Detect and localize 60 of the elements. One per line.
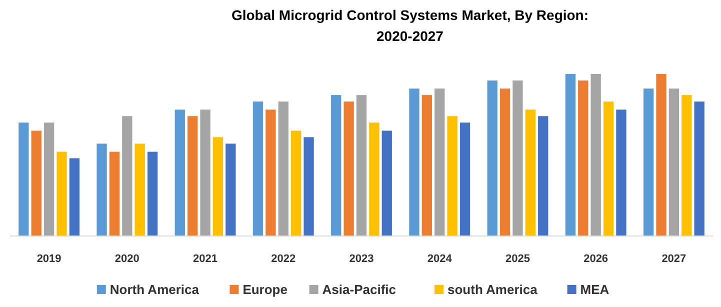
bar (422, 95, 432, 236)
bar (525, 110, 536, 236)
legend-label: Asia-Pacific (322, 282, 396, 297)
bar (382, 130, 392, 236)
bar (578, 80, 588, 236)
x-tick-label: 2025 (505, 253, 530, 265)
bar (200, 110, 210, 236)
legend-label: south America (448, 282, 538, 297)
chart-title: Global Microgrid Control Systems Market, By Region: 2020-2027 (231, 7, 589, 44)
bar (304, 137, 314, 236)
bar (356, 95, 367, 236)
bar (188, 116, 198, 236)
bar (122, 116, 132, 236)
legend-label: MEA (580, 282, 610, 297)
bar (291, 130, 302, 236)
bar (369, 122, 380, 236)
bar (331, 95, 342, 236)
bar (590, 74, 601, 236)
bar (409, 88, 420, 236)
bar (603, 102, 614, 236)
bar (18, 122, 29, 236)
bar (447, 116, 458, 236)
bar (694, 102, 704, 236)
bar (344, 102, 354, 236)
x-tick-label: 2027 (662, 253, 686, 265)
bar (109, 152, 120, 236)
bar (174, 110, 185, 236)
bar (226, 144, 236, 236)
bar (69, 158, 80, 236)
bar (616, 110, 626, 236)
bar (643, 88, 654, 236)
x-tick-label: 2026 (584, 253, 608, 265)
bar (278, 102, 288, 236)
bar (56, 152, 67, 236)
legend-label: Europe (242, 282, 288, 297)
bar (538, 116, 548, 236)
x-tick-label: 2022 (271, 253, 296, 265)
bar (252, 102, 264, 236)
bar (96, 144, 107, 236)
x-tick-label: 2023 (349, 253, 374, 265)
bar (487, 80, 498, 236)
bar (44, 122, 54, 236)
bar (656, 74, 666, 236)
x-tick-label: 2020 (114, 253, 140, 265)
x-tick-label: 2021 (193, 253, 218, 265)
bar (682, 95, 692, 236)
bar (212, 137, 224, 236)
bar (512, 80, 523, 236)
x-tick-label: 2024 (427, 253, 453, 265)
bar (565, 74, 576, 236)
bar (147, 152, 158, 236)
bar (668, 88, 680, 236)
bar (460, 122, 470, 236)
legend-label: North America (110, 282, 200, 297)
bar (434, 88, 445, 236)
bar (266, 110, 276, 236)
x-tick-label: 2019 (36, 253, 62, 265)
bar (31, 130, 42, 236)
bar (500, 88, 510, 236)
bar (134, 144, 145, 236)
